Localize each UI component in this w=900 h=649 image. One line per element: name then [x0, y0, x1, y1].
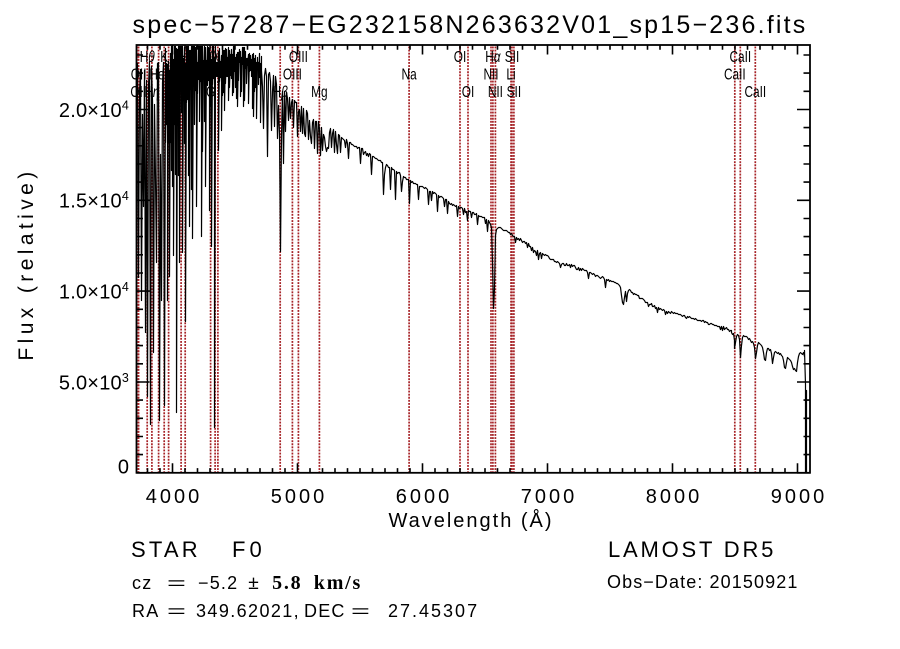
svg-text:Hθ: Hθ [140, 47, 155, 65]
svg-text:Obs−Date: 20150921: Obs−Date: 20150921 [607, 572, 798, 592]
svg-text:−5.2: −5.2 [198, 573, 238, 593]
svg-text:5.0×103: 5.0×103 [59, 371, 129, 395]
svg-text:CaII: CaII [724, 65, 746, 83]
svg-text:Mg: Mg [311, 82, 327, 100]
svg-text:LAMOST DR5: LAMOST DR5 [608, 537, 776, 562]
svg-text:CaII: CaII [729, 47, 751, 65]
svg-text:K: K [160, 47, 168, 65]
svg-text:Na: Na [402, 65, 417, 83]
svg-text:OI: OI [454, 47, 467, 65]
svg-text:OI: OI [462, 82, 475, 100]
svg-text:=: = [351, 601, 370, 622]
svg-text:CaII: CaII [744, 82, 766, 100]
svg-text:1.0×104: 1.0×104 [59, 280, 129, 304]
svg-text:Li: Li [506, 65, 515, 83]
svg-text:cz: cz [132, 573, 152, 593]
svg-text:27.45307: 27.45307 [388, 601, 479, 621]
svg-text:RA: RA [132, 601, 159, 621]
svg-text:Wavelength (Å): Wavelength (Å) [388, 509, 553, 532]
svg-text:5000: 5000 [271, 486, 328, 508]
svg-text:7000: 7000 [521, 486, 578, 508]
svg-text:OIII: OIII [289, 47, 308, 65]
svg-text:8000: 8000 [646, 486, 703, 508]
svg-text:1.5×104: 1.5×104 [59, 189, 129, 213]
svg-text:6000: 6000 [396, 486, 453, 508]
svg-text:=: = [167, 601, 186, 622]
svg-text:349.62021,: 349.62021, [196, 601, 300, 621]
svg-text:F0: F0 [232, 537, 266, 562]
svg-text:OIII: OIII [283, 65, 302, 83]
svg-text:NII: NII [483, 65, 498, 83]
svg-text:4000: 4000 [146, 486, 203, 508]
svg-text:2.0×104: 2.0×104 [59, 98, 129, 122]
svg-text:± 5.8 km/s: ± 5.8 km/s [248, 572, 362, 594]
svg-text:9000: 9000 [771, 486, 828, 508]
svg-text:DEC: DEC [304, 601, 346, 621]
svg-text:NII: NII [488, 82, 503, 100]
svg-text:SII: SII [505, 47, 519, 65]
svg-text:Flux (relative): Flux (relative) [15, 167, 38, 360]
svg-text:STAR: STAR [131, 537, 201, 562]
svg-text:0: 0 [118, 456, 129, 478]
svg-text:spec−57287−EG232158N263632V01_: spec−57287−EG232158N263632V01_sp15−236.f… [133, 11, 808, 39]
svg-text:SII: SII [507, 82, 521, 100]
svg-text:=: = [167, 573, 186, 594]
svg-text:Hα: Hα [485, 47, 501, 65]
